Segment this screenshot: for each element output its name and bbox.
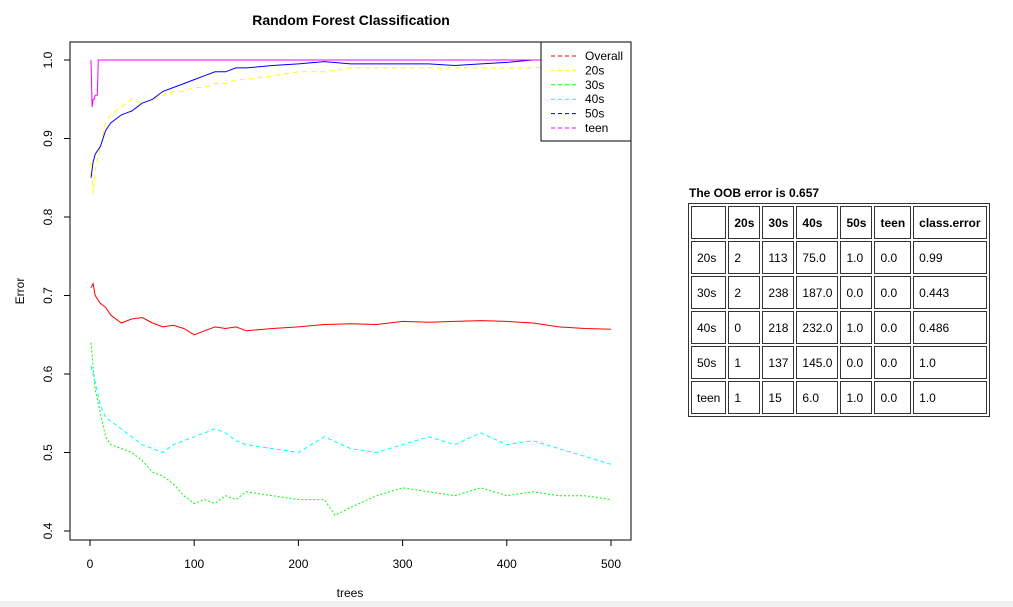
x-tick-label: 500 [601,557,621,571]
table-header-cell: class.error [913,206,987,239]
x-tick-label: 0 [87,557,94,571]
table-cell: 0.0 [840,276,873,309]
table-row: 20s 2 113 75.0 1.0 0.0 0.99 [691,241,987,274]
table-cell: 2 [728,241,761,274]
table-header-cell: 50s [840,206,873,239]
x-axis-label: trees [337,586,364,600]
y-tick-label: 0.4 [41,522,55,539]
table-row: 50s 1 137 145.0 0.0 0.0 1.0 [691,346,987,379]
table-cell: 137 [762,346,795,379]
bottom-scroll-bar [0,601,1013,607]
table-cell: 0.0 [874,346,912,379]
x-tick-label: 200 [288,557,308,571]
table-cell: 1 [728,381,761,414]
table-cell: teen [691,381,727,414]
series-line-40s [90,365,612,465]
table-cell: 0.0 [874,276,912,309]
table-cell: 0.0 [840,346,873,379]
series-line-50s [90,59,611,178]
table-header-cell: teen [874,206,912,239]
table-cell: 2 [728,276,761,309]
y-axis: 0.4 0.5 0.6 0.7 0.8 0.9 1.0 [41,51,71,539]
table-row: teen 1 15 6.0 1.0 0.0 1.0 [691,381,987,414]
table-cell: 238 [762,276,795,309]
table-cell: 15 [762,381,795,414]
table-header-cell: 30s [762,206,795,239]
table-cell: 6.0 [796,381,839,414]
table-cell: 0.99 [913,241,987,274]
y-tick-label: 1.0 [41,51,55,68]
table-header-cell: 20s [728,206,761,239]
table-cell: 0.486 [913,311,987,344]
x-tick-label: 300 [393,557,413,571]
table-cell: 50s [691,346,727,379]
table-header-cell: 40s [796,206,839,239]
legend-box [540,41,632,142]
table-cell: 145.0 [796,346,839,379]
series-line-Overall [90,282,612,336]
table-row: 30s 2 238 187.0 0.0 0.0 0.443 [691,276,987,309]
series-line-20s [90,63,612,194]
table-cell: 187.0 [796,276,839,309]
table-cell: 20s [691,241,727,274]
table-cell: 30s [691,276,727,309]
legend-label: 40s [585,92,604,106]
table-row: 40s 0 218 232.0 1.0 0.0 0.486 [691,311,987,344]
y-tick-label: 0.7 [41,287,55,304]
table-cell: 218 [762,311,795,344]
table-cell: 1.0 [913,381,987,414]
confusion-matrix-table: 20s 30s 40s 50s teen class.error 20s 2 113 75.0 1… [688,203,990,417]
x-tick-label: 400 [497,557,517,571]
table-cell: 0.443 [913,276,987,309]
series-line-30s [90,342,612,516]
y-tick-label: 0.6 [41,365,55,382]
y-tick-label: 0.9 [41,130,55,147]
x-axis: 0 100 200 300 400 500 [87,539,621,571]
series-lines [90,59,612,516]
legend-label: 30s [585,78,604,92]
table-cell: 1.0 [840,381,873,414]
series-line-teen [90,59,611,108]
table-cell: 1.0 [840,241,873,274]
legend-label: teen [585,121,608,135]
legend-label: Overall [585,49,623,63]
table-cell: 40s [691,311,727,344]
x-tick-label: 100 [184,557,204,571]
table-cell: 0.0 [874,311,912,344]
table-cell: 0 [728,311,761,344]
table-cell: 232.0 [796,311,839,344]
legend-label: 50s [585,107,604,121]
table-cell: 1.0 [840,311,873,344]
table-cell: 113 [762,241,795,274]
table-header-row: 20s 30s 40s 50s teen class.error [691,206,987,239]
table-header-cell [691,206,727,239]
y-tick-label: 0.5 [41,444,55,461]
y-axis-label: Error [13,278,27,305]
chart-title: Random Forest Classification [252,12,450,28]
table-cell: 75.0 [796,241,839,274]
legend-label: 20s [585,63,604,77]
error-rate-chart: Random Forest Classification 0 100 200 300 4… [13,12,632,600]
table-cell: 1.0 [913,346,987,379]
y-tick-label: 0.8 [41,208,55,225]
table-cell: 0.0 [874,241,912,274]
table-cell: 1 [728,346,761,379]
table-cell: 0.0 [874,381,912,414]
oob-error-title: The OOB error is 0.657 [689,186,820,200]
